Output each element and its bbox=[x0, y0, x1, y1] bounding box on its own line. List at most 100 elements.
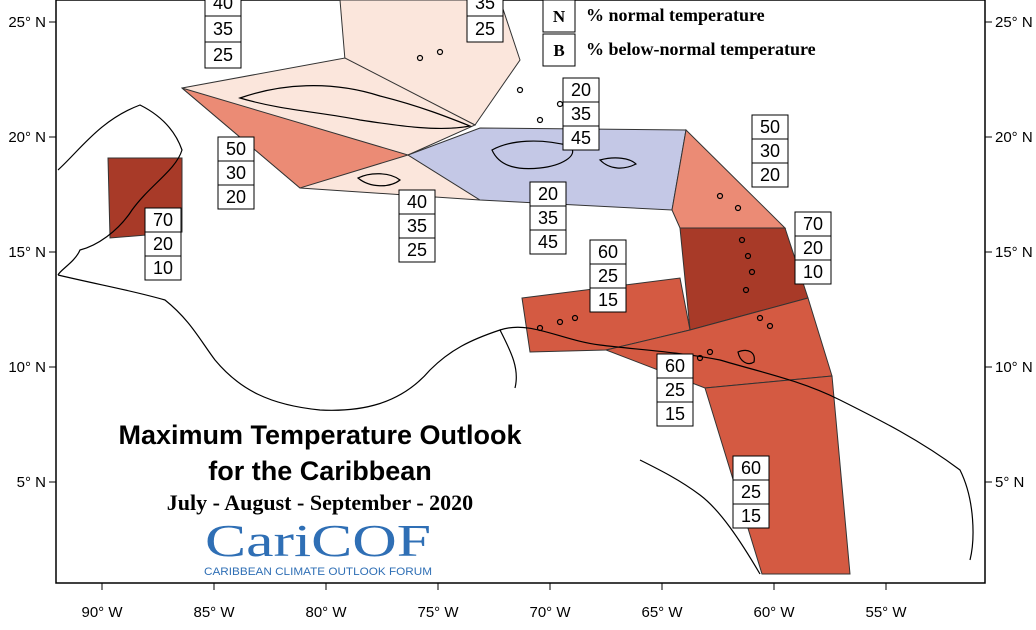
probability-cell bbox=[204, 15, 242, 43]
probability-value: 25 bbox=[598, 266, 618, 286]
island bbox=[738, 236, 746, 244]
probability-value: 35 bbox=[538, 208, 558, 228]
probability-value: 15 bbox=[598, 290, 618, 310]
probability-value: 35 bbox=[407, 216, 427, 236]
lat-label-left: 25° N bbox=[8, 14, 46, 31]
probability-value: 45 bbox=[538, 232, 558, 252]
probability-cell bbox=[794, 259, 832, 285]
island bbox=[556, 318, 564, 326]
probability-cell bbox=[217, 136, 255, 162]
probability-cell bbox=[144, 207, 182, 233]
probability-value: 20 bbox=[153, 234, 173, 254]
legend-key-box bbox=[542, 0, 576, 33]
probability-box: 20 35 45 bbox=[562, 77, 600, 151]
probability-value: 25 bbox=[213, 45, 233, 65]
island bbox=[734, 204, 742, 212]
axis-labels: 90° W 85° W 80° W 75° W 70° W 65° W 60° W 55° W… bbox=[8, 14, 1032, 621]
probability-value: 25 bbox=[407, 240, 427, 260]
coast-south-america bbox=[499, 326, 974, 575]
lon-label: 60° W bbox=[753, 604, 795, 621]
lon-label: 80° W bbox=[305, 604, 347, 621]
probability-value: 10 bbox=[803, 262, 823, 282]
probability-value: 35 bbox=[475, 0, 495, 13]
lon-label: 75° W bbox=[417, 604, 459, 621]
coast-yucatan-central-america bbox=[57, 104, 517, 411]
legend-text: % normal temperature bbox=[586, 5, 765, 25]
legend-key-box bbox=[542, 33, 576, 67]
probability-value: 20 bbox=[226, 187, 246, 207]
probability-value: 40 bbox=[213, 0, 233, 13]
legend-key: N bbox=[553, 7, 566, 26]
island bbox=[748, 268, 756, 276]
lat-label-left: 15° N bbox=[8, 244, 46, 261]
probability-cell bbox=[732, 455, 770, 481]
island bbox=[536, 324, 544, 332]
probability-cell bbox=[732, 503, 770, 529]
lat-label-right: 15° N bbox=[995, 244, 1033, 261]
lon-label: 65° W bbox=[641, 604, 683, 621]
island bbox=[766, 322, 774, 330]
island bbox=[536, 116, 544, 124]
island bbox=[416, 54, 424, 62]
probability-value: 20 bbox=[571, 80, 591, 100]
probability-cell bbox=[656, 353, 694, 379]
lat-label-right: 10° N bbox=[995, 359, 1033, 376]
probability-value: 35 bbox=[571, 104, 591, 124]
probability-box: 50 30 20 bbox=[751, 114, 789, 188]
probability-box: 60 25 15 bbox=[732, 455, 770, 529]
lat-label-right: 5° N bbox=[995, 474, 1024, 491]
probability-cell bbox=[794, 235, 832, 261]
probability-box: 70 20 10 bbox=[144, 207, 182, 281]
probability-cell bbox=[466, 15, 504, 43]
probability-value: 20 bbox=[538, 184, 558, 204]
probability-value: 60 bbox=[741, 458, 761, 478]
probability-value: 40 bbox=[407, 192, 427, 212]
island bbox=[756, 314, 764, 322]
probability-value: 60 bbox=[598, 242, 618, 262]
probability-value: 30 bbox=[760, 141, 780, 161]
probability-cell bbox=[204, 41, 242, 69]
probability-value: 20 bbox=[760, 165, 780, 185]
probability-cell bbox=[529, 205, 567, 231]
lat-label-right: 20° N bbox=[995, 129, 1033, 146]
probability-value: 70 bbox=[153, 210, 173, 230]
island bbox=[571, 314, 579, 322]
island bbox=[742, 286, 750, 294]
island bbox=[706, 348, 714, 356]
coast-cuba bbox=[238, 85, 473, 130]
probability-cell bbox=[529, 229, 567, 255]
probability-value: 25 bbox=[741, 482, 761, 502]
title-line-1: Maximum Temperature Outlook bbox=[118, 420, 522, 450]
island bbox=[716, 192, 724, 200]
coast-puerto-rico bbox=[598, 157, 638, 169]
probability-value: 50 bbox=[760, 117, 780, 137]
lat-label-left: 20° N bbox=[8, 129, 46, 146]
probability-box: 40 35 25 bbox=[204, 0, 242, 69]
probability-value: 20 bbox=[803, 238, 823, 258]
probability-cell bbox=[562, 77, 600, 103]
title-block: Maximum Temperature Outlook for the Cari… bbox=[118, 420, 522, 578]
probability-cell bbox=[398, 213, 436, 239]
probability-cell bbox=[794, 211, 832, 237]
probability-value: 30 bbox=[226, 163, 246, 183]
probability-value: 15 bbox=[741, 506, 761, 526]
island bbox=[436, 48, 444, 56]
probability-cell bbox=[656, 401, 694, 427]
probability-box: 60 25 15 bbox=[656, 353, 694, 427]
lon-label: 55° W bbox=[865, 604, 907, 621]
lat-label-left: 10° N bbox=[8, 359, 46, 376]
probability-cell bbox=[751, 162, 789, 188]
probability-value: 35 bbox=[213, 19, 233, 39]
probability-value: 10 bbox=[153, 258, 173, 278]
caricof-logo-subtitle: CARIBBEAN CLIMATE OUTLOOK FORUM bbox=[204, 566, 432, 578]
probability-cell bbox=[751, 114, 789, 140]
legend-key: B bbox=[553, 41, 564, 60]
probability-cell bbox=[217, 184, 255, 210]
probability-box: 50 30 20 bbox=[217, 136, 255, 210]
probability-value: 70 bbox=[803, 214, 823, 234]
probability-cell bbox=[144, 255, 182, 281]
coast-jamaica bbox=[356, 173, 401, 187]
